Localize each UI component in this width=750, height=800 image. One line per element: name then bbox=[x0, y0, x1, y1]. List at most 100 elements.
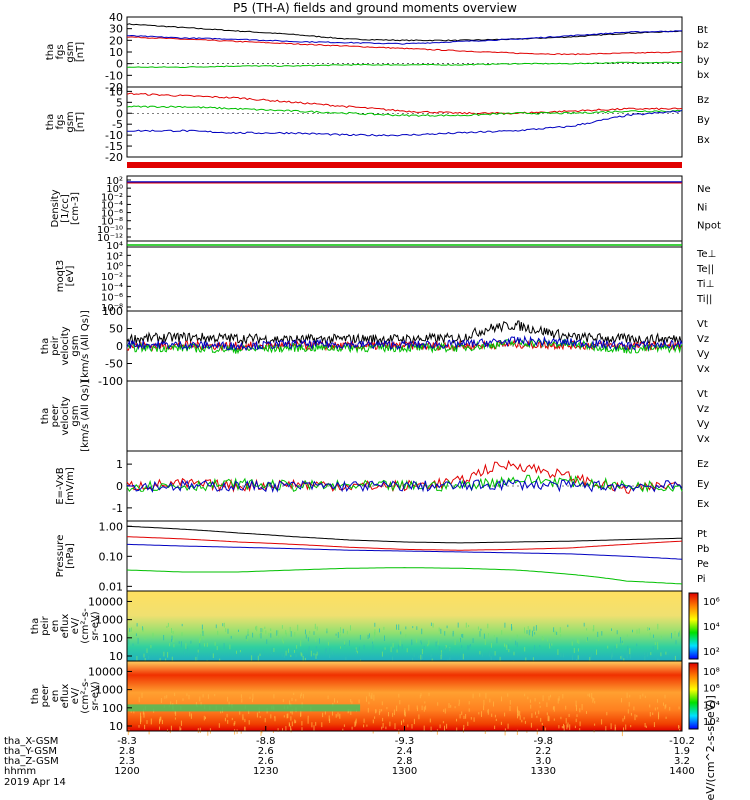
ytick-label: 10000 bbox=[88, 665, 123, 678]
spectrogram-speck bbox=[594, 701, 596, 704]
spectrogram-speck bbox=[173, 644, 175, 648]
spectrogram-speck bbox=[586, 628, 588, 631]
spectrogram-speck bbox=[649, 704, 651, 708]
spectrogram-speck bbox=[329, 654, 331, 659]
spectrogram-speck bbox=[183, 650, 185, 654]
spectrogram-speck bbox=[223, 643, 225, 649]
spectrogram-speck bbox=[371, 693, 373, 699]
spectrogram-speck bbox=[567, 624, 569, 628]
spectrogram-speck bbox=[563, 725, 565, 731]
spectrogram-speck bbox=[176, 699, 178, 704]
spectrogram-speck bbox=[562, 653, 564, 658]
series-Ex bbox=[126, 478, 683, 494]
spectrogram-speck bbox=[244, 726, 246, 731]
spectrogram-speck bbox=[628, 701, 630, 707]
spectrogram-speck bbox=[358, 646, 360, 651]
spectrogram-speck bbox=[624, 715, 626, 720]
spectrogram-speck bbox=[379, 628, 380, 633]
spectrogram-speck bbox=[601, 631, 603, 636]
spectrogram-speck bbox=[239, 710, 241, 715]
spectrogram-speck bbox=[629, 648, 631, 655]
legend-Vx: Vx bbox=[697, 364, 710, 375]
spectrogram-speck bbox=[150, 645, 152, 649]
colorbar bbox=[688, 662, 699, 730]
spectrogram-speck bbox=[592, 697, 594, 703]
ytick-label: 10⁻² bbox=[101, 272, 123, 283]
spectrogram-speck bbox=[494, 651, 496, 656]
series-Vx bbox=[126, 335, 683, 352]
spectrogram-speck bbox=[611, 648, 613, 655]
spectrogram-speck bbox=[542, 637, 544, 641]
spectrogram-speck bbox=[260, 628, 262, 633]
spectrogram-speck bbox=[542, 695, 544, 702]
spectrogram-speck bbox=[384, 647, 386, 650]
spectrogram-speck bbox=[329, 718, 331, 723]
spectrogram-speck bbox=[200, 634, 202, 641]
spectrogram-speck bbox=[332, 711, 333, 716]
spectrogram-speck bbox=[401, 720, 402, 725]
spectrogram-speck bbox=[657, 699, 658, 703]
spectrogram-speck bbox=[204, 643, 205, 647]
spectrogram-speck bbox=[266, 639, 268, 644]
ylabel-text: peer bbox=[50, 404, 61, 428]
spectrogram-speck bbox=[201, 628, 203, 634]
spectrogram-speck bbox=[524, 647, 526, 652]
spectrogram-speck bbox=[446, 645, 447, 648]
spectrogram-speck bbox=[188, 694, 190, 700]
spectrogram-speck bbox=[251, 655, 253, 661]
spectrogram-speck bbox=[499, 656, 501, 661]
spectrogram-speck bbox=[440, 655, 442, 660]
spectrogram-speck bbox=[316, 626, 318, 631]
spectrogram-speck bbox=[225, 628, 227, 632]
spectrogram-speck bbox=[629, 694, 631, 698]
spectrogram-speck bbox=[566, 724, 568, 730]
xtick-label: 2.6 bbox=[258, 746, 274, 757]
spectrogram-speck bbox=[203, 635, 205, 640]
spectrogram-speck bbox=[652, 712, 654, 715]
spectrogram-speck bbox=[200, 702, 202, 707]
spectrogram-speck bbox=[398, 624, 400, 630]
spectrogram-speck bbox=[197, 652, 199, 656]
spectrogram-speck bbox=[663, 702, 664, 706]
spectrogram-speck bbox=[633, 706, 635, 711]
spectrogram-speck bbox=[340, 646, 341, 649]
spectrogram-speck bbox=[307, 637, 309, 642]
spectrogram-speck bbox=[384, 635, 385, 641]
spectrogram-speck bbox=[317, 649, 319, 656]
spectrogram-speck bbox=[173, 636, 175, 643]
ylabel-text: E=-VxB bbox=[55, 467, 66, 504]
spectrogram-speck bbox=[517, 709, 519, 715]
spectrogram-speck bbox=[255, 626, 256, 630]
ytick-label: 10 bbox=[109, 720, 123, 733]
panel-peer_spectrogram: 10000 1000 100 10 10⁸ 10⁶ 10⁴ 10² tha peer en eflux… bbox=[30, 660, 720, 737]
spectrogram-speck bbox=[236, 650, 237, 654]
ytick-label: -10 bbox=[105, 69, 123, 82]
series-Pe bbox=[126, 567, 683, 585]
spectrogram-speck bbox=[654, 641, 656, 645]
spectrogram-speck bbox=[367, 634, 369, 639]
spectrogram-speck bbox=[288, 648, 289, 653]
ytick-label: 1000 bbox=[95, 684, 123, 697]
spectrogram-speck bbox=[144, 724, 146, 730]
spectrogram-speck bbox=[411, 724, 413, 729]
spectrogram-speck bbox=[643, 652, 645, 655]
spectrogram-speck bbox=[627, 709, 629, 714]
panel-frame bbox=[126, 380, 683, 452]
ylabel-text: gsm bbox=[70, 335, 81, 356]
spectrogram-speck bbox=[169, 730, 171, 734]
spectrogram-speck bbox=[356, 650, 358, 654]
spectrogram-speck bbox=[264, 626, 266, 629]
spectrogram-speck bbox=[404, 708, 406, 713]
spectrogram-speck bbox=[308, 646, 310, 649]
ylabel-text: gsm bbox=[65, 41, 76, 62]
spectrogram-speck bbox=[301, 653, 303, 657]
spectrogram-speck bbox=[132, 643, 134, 646]
colorbar-tick: 10² bbox=[703, 647, 720, 658]
spectrogram-speck bbox=[621, 654, 623, 660]
burst-mode-bar bbox=[127, 162, 682, 168]
spectrogram-speck bbox=[381, 709, 383, 712]
spectrogram-speck bbox=[490, 656, 492, 661]
ytick-label: 10⁴ bbox=[106, 241, 123, 252]
spectrogram-speck bbox=[272, 730, 274, 733]
ylabel-text: en bbox=[50, 620, 61, 633]
